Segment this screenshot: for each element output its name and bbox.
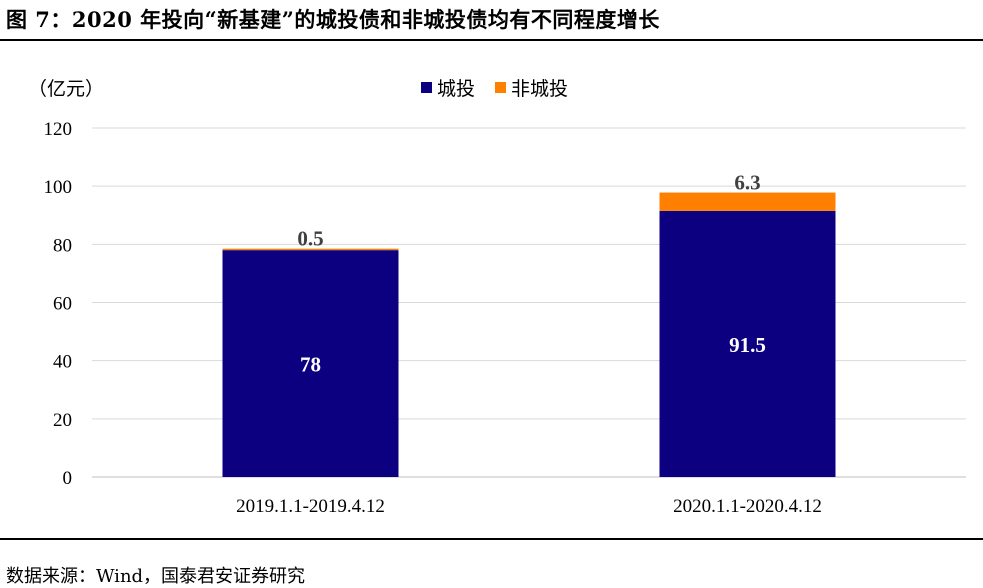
y-tick-label: 120	[44, 119, 73, 140]
bar-data-label: 0.5	[297, 227, 323, 251]
legend: 城投 非城投	[421, 78, 568, 100]
legend-swatch-chengtou	[421, 82, 432, 93]
y-tick-label: 60	[53, 294, 72, 315]
legend-swatch-fei-chengtou	[495, 82, 506, 93]
bar-chengtou	[222, 250, 399, 477]
title-rule	[0, 39, 983, 41]
y-tick-label: 0	[63, 468, 73, 489]
y-tick-label: 100	[44, 177, 73, 198]
bars: 78 0.5 91.5 6.3	[222, 171, 836, 477]
x-category-label: 2019.1.1-2019.4.12	[236, 496, 385, 517]
bar-chengtou	[659, 210, 836, 477]
y-tick-label: 80	[53, 235, 72, 256]
bar-fei-chengtou	[659, 192, 836, 211]
legend-label: 城投	[437, 78, 475, 100]
figure-title: 图 7：2020 年投向“新基建”的城投债和非城投债均有不同程度增长	[6, 7, 660, 32]
y-axis-ticks: 0 20 40 60 80 100 120	[44, 119, 73, 489]
legend-label: 非城投	[511, 78, 568, 100]
source-note: 数据来源：Wind，国泰君安证券研究	[6, 566, 306, 587]
bar-data-label: 6.3	[734, 171, 760, 195]
source-rule	[0, 538, 983, 540]
y-tick-label: 20	[53, 410, 72, 431]
bar-fei-chengtou	[222, 248, 399, 251]
x-category-label: 2020.1.1-2020.4.12	[673, 496, 822, 517]
bar-data-label: 78	[300, 353, 321, 377]
y-tick-label: 40	[53, 352, 72, 373]
bar-data-label: 91.5	[729, 333, 766, 357]
unit-label: （亿元）	[28, 78, 104, 100]
x-axis-categories: 2019.1.1-2019.4.12 2020.1.1-2020.4.12	[236, 496, 822, 517]
